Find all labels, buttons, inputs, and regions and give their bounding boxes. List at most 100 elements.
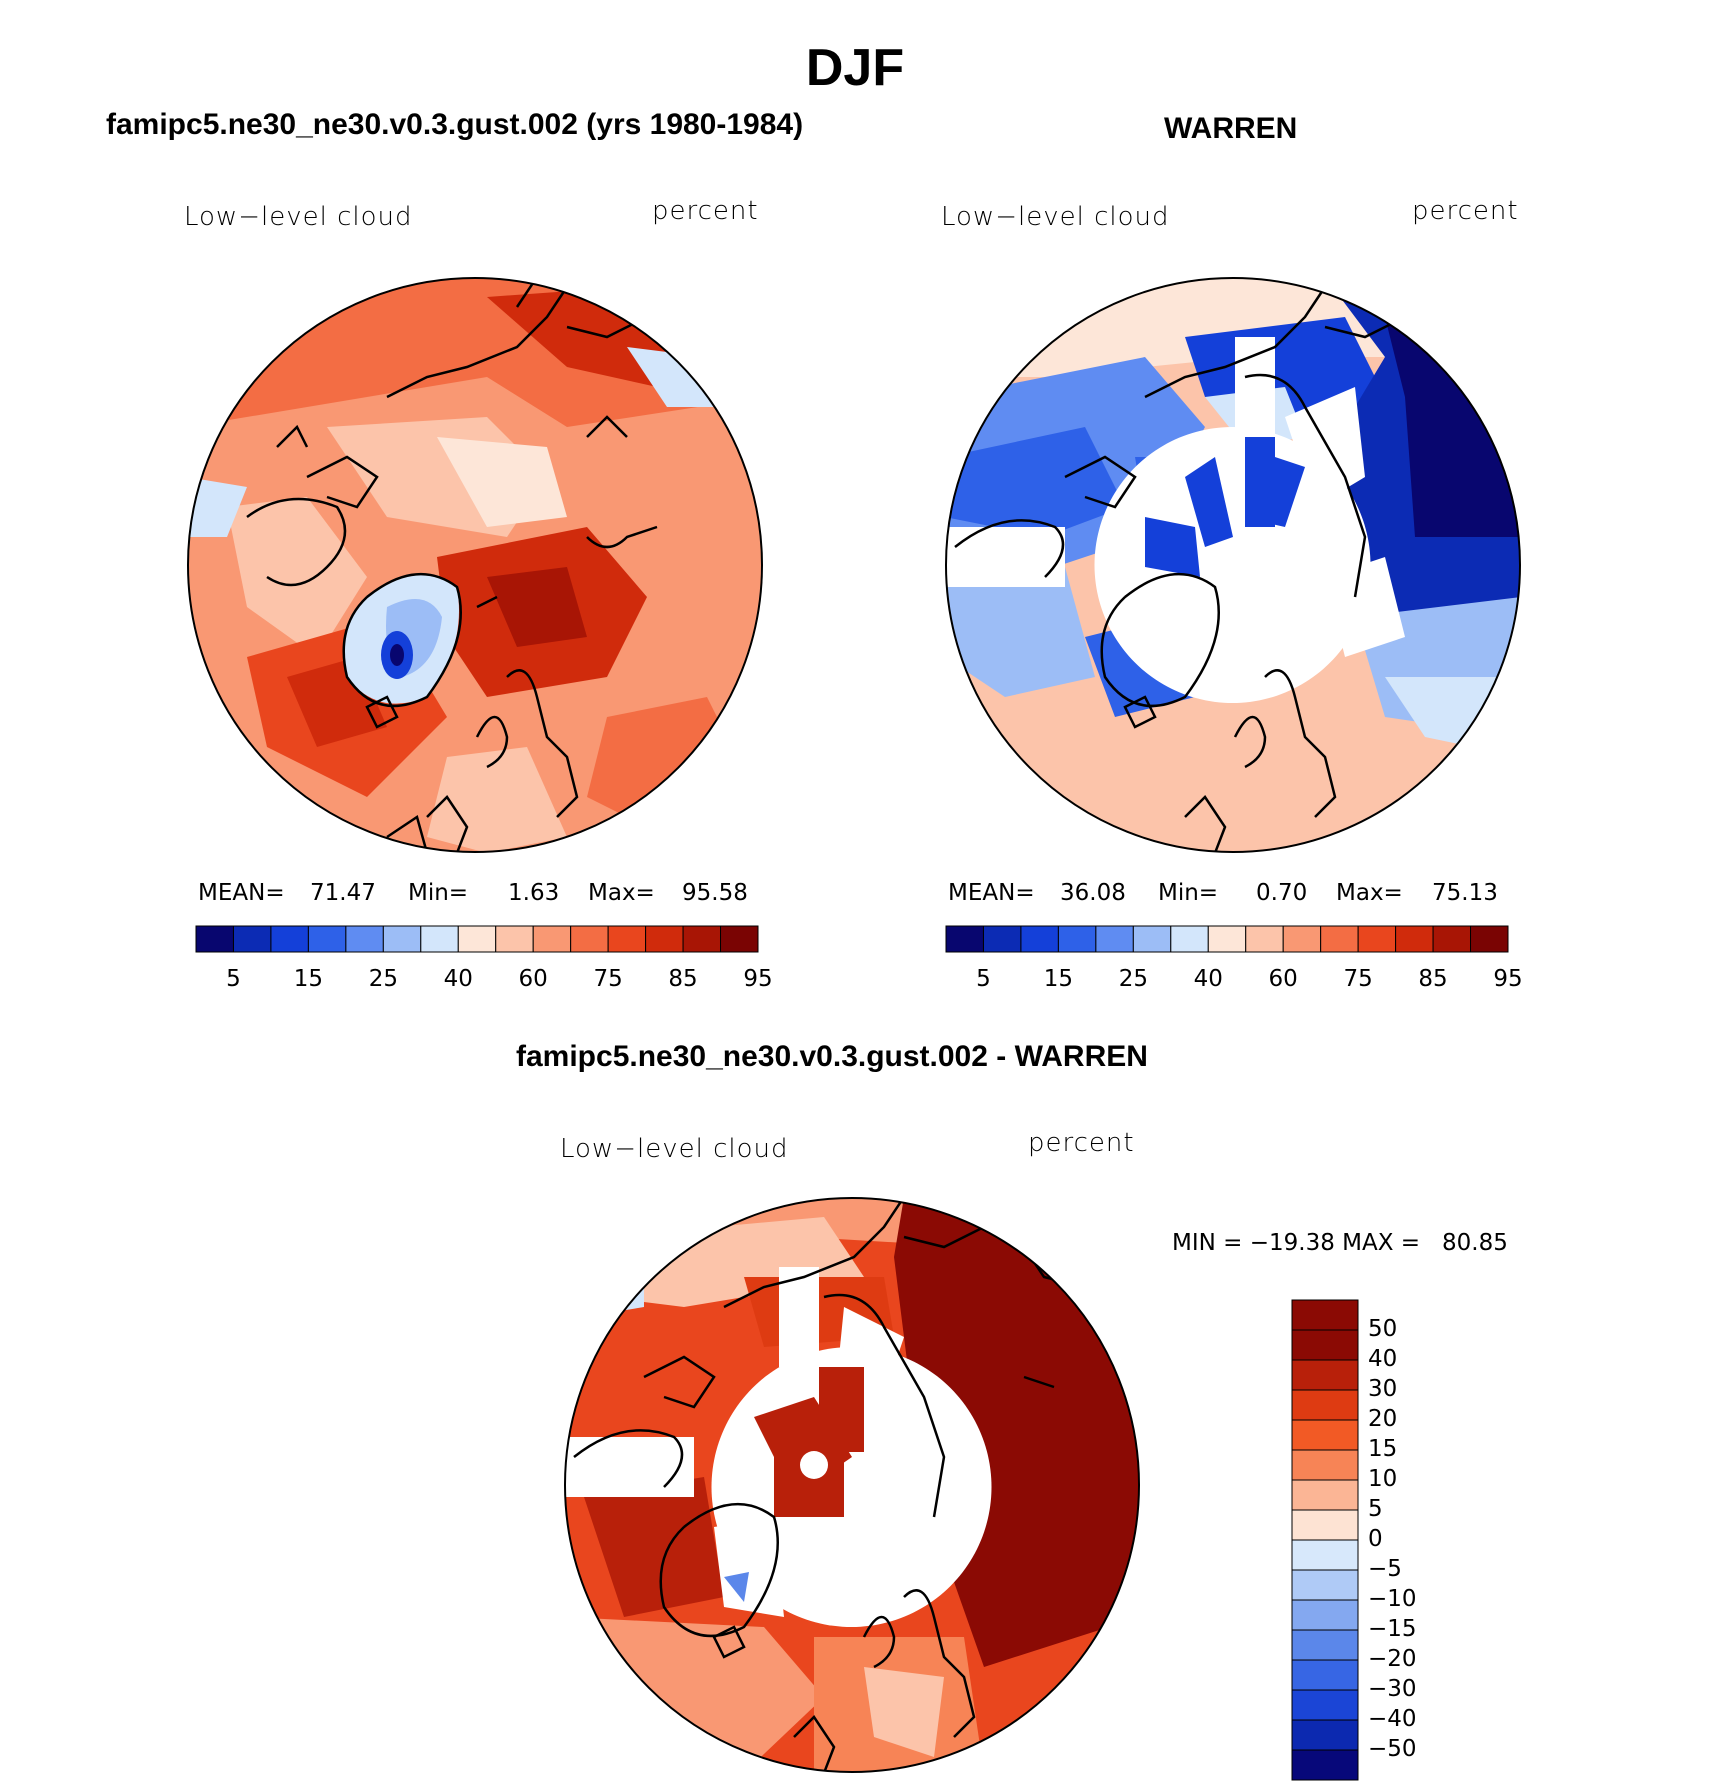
panel2-variable-label: Low−level cloud (941, 202, 1170, 232)
colorbar-swatch (1282, 925, 1322, 953)
panel1-heading: famipc5.ne30_ne30.v0.3.gust.002 (yrs 198… (106, 108, 804, 141)
cbar3-tick-label: 0 (1368, 1526, 1383, 1552)
colorbar-swatch (532, 925, 572, 953)
figure-title: DJF (805, 39, 905, 97)
colorbar-swatch (1291, 1389, 1359, 1421)
colorbar-swatch (1291, 1659, 1359, 1691)
colorbar-swatch (1291, 1629, 1359, 1661)
panel3-variable-label: Low−level cloud (560, 1134, 789, 1164)
panel1-colorbar-labels: 5 15 25 40 60 75 85 95 (196, 966, 773, 996)
panel2-units-label: percent (1412, 196, 1519, 226)
colorbar-swatch (1291, 1749, 1359, 1781)
cbar2-tick-label: 25 (1118, 966, 1148, 992)
colorbar-swatch (1432, 925, 1472, 953)
colorbar-swatch (1291, 1449, 1359, 1481)
cbar2-tick-label: 40 (1193, 966, 1223, 992)
colorbar-swatch (1291, 1299, 1359, 1331)
cbar1-tick-label: 60 (518, 966, 548, 992)
panel2-mean-value: 36.08 (1060, 880, 1126, 906)
colorbar-swatch (1291, 1689, 1359, 1721)
colorbar-swatch (1170, 925, 1209, 953)
colorbar-swatch (307, 925, 347, 953)
colorbar-swatch (495, 925, 534, 953)
cbar2-tick-label: 5 (976, 966, 991, 992)
cbar3-tick-label: 5 (1368, 1496, 1383, 1522)
cbar3-tick-label: −20 (1368, 1646, 1417, 1672)
panel1-max-value: 95.58 (682, 880, 748, 906)
cbar3-tick-label: −40 (1368, 1706, 1417, 1732)
cbar1-tick-label: 25 (368, 966, 398, 992)
colorbar-swatch (1095, 925, 1134, 953)
colorbar-swatch (1057, 925, 1097, 953)
panel2-polar-map (945, 277, 1521, 853)
colorbar-swatch (1291, 1569, 1359, 1601)
colorbar-swatch (232, 925, 272, 953)
colorbar-swatch (420, 925, 459, 953)
colorbar-swatch (1357, 925, 1397, 953)
cbar2-tick-label: 85 (1418, 966, 1448, 992)
cbar2-tick-label: 15 (1043, 966, 1074, 992)
panel3-units-label: percent (1028, 1128, 1135, 1158)
cbar3-tick-label: 50 (1368, 1316, 1398, 1342)
panel1-colorbar (195, 925, 759, 953)
difference-colorbar (1291, 1299, 1359, 1781)
colorbar-swatch (1395, 925, 1434, 953)
panel1-mean-label: MEAN= (198, 880, 285, 906)
panel2-min-value: 0.70 (1256, 880, 1308, 906)
panel2-max-value: 75.13 (1432, 880, 1498, 906)
colorbar-swatch (195, 925, 234, 953)
cbar1-tick-label: 40 (443, 966, 473, 992)
colorbar-swatch (1245, 925, 1284, 953)
cbar1-tick-label: 75 (593, 966, 623, 992)
panel1-mean-value: 71.47 (310, 880, 376, 906)
panel3-heading: famipc5.ne30_ne30.v0.3.gust.002 - WARREN (516, 1040, 1148, 1073)
cbar1-tick-label: 5 (226, 966, 241, 992)
panel2-colorbar (945, 925, 1509, 953)
colorbar-swatch (607, 925, 647, 953)
colorbar-swatch (1291, 1329, 1359, 1361)
cbar3-tick-label: 15 (1368, 1436, 1398, 1462)
panel1-variable-label: Low−level cloud (184, 202, 413, 232)
colorbar-swatch (1320, 925, 1359, 953)
cbar3-tick-label: −15 (1368, 1616, 1417, 1642)
colorbar-swatch (982, 925, 1022, 953)
cbar1-tick-label: 85 (668, 966, 698, 992)
panel1-polar-map (187, 277, 763, 853)
cbar2-tick-label: 75 (1343, 966, 1373, 992)
cbar3-tick-label: −50 (1368, 1736, 1417, 1762)
panel3-polar-map (564, 1197, 1140, 1773)
cbar3-tick-label: −5 (1368, 1556, 1402, 1582)
colorbar-swatch (1291, 1509, 1359, 1541)
cbar3-tick-label: 20 (1368, 1406, 1398, 1432)
panel2-colorbar-labels: 5 15 25 40 60 75 85 95 (946, 966, 1523, 996)
panel1-units-label: percent (652, 196, 759, 226)
colorbar-swatch (457, 925, 497, 953)
colorbar-swatch (570, 925, 609, 953)
colorbar-swatch (1132, 925, 1172, 953)
panel2-min-label: Min= (1158, 880, 1219, 906)
cbar1-tick-label: 95 (743, 966, 773, 992)
colorbar-swatch (1291, 1719, 1359, 1751)
panel1-min-value: 1.63 (508, 880, 560, 906)
panel1-min-label: Min= (408, 880, 469, 906)
colorbar-swatch (945, 925, 984, 953)
cbar3-tick-label: 40 (1368, 1346, 1398, 1372)
colorbar-swatch (345, 925, 384, 953)
colorbar-swatch (382, 925, 422, 953)
panel3-min-max: MIN = −19.38 MAX = 80.85 (1172, 1230, 1508, 1256)
colorbar-swatch (1291, 1479, 1359, 1511)
colorbar-swatch (645, 925, 684, 953)
panel1-max-label: Max= (588, 880, 655, 906)
colorbar-swatch (1291, 1359, 1359, 1391)
colorbar-swatch (1470, 925, 1509, 953)
cbar2-tick-label: 60 (1268, 966, 1298, 992)
colorbar-swatch (682, 925, 722, 953)
cbar3-tick-label: −30 (1368, 1676, 1417, 1702)
panel2-heading: WARREN (1164, 112, 1298, 145)
cbar3-tick-label: 10 (1368, 1466, 1398, 1492)
colorbar-swatch (1291, 1419, 1359, 1451)
colorbar-swatch (1291, 1599, 1359, 1631)
cbar3-tick-label: 30 (1368, 1376, 1398, 1402)
panel2-max-label: Max= (1336, 880, 1403, 906)
cbar3-tick-label: −10 (1368, 1586, 1417, 1612)
